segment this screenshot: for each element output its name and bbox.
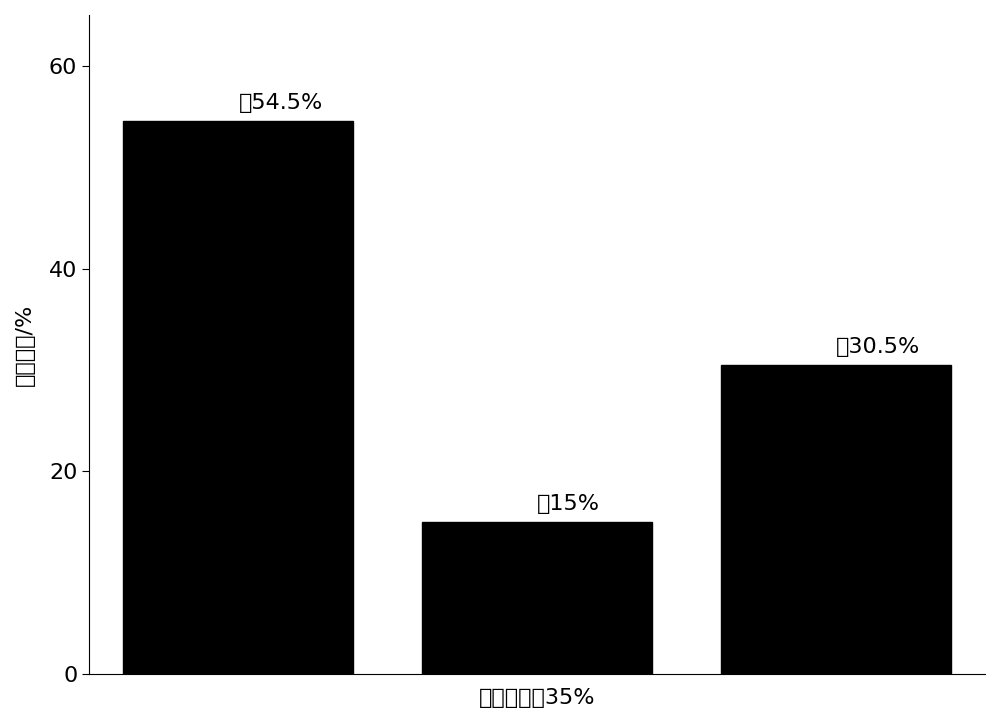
Text: 油54.5%: 油54.5% xyxy=(238,93,323,114)
Y-axis label: 产物分布/%: 产物分布/% xyxy=(15,304,35,385)
X-axis label: 催化剂含量35%: 催化剂含量35% xyxy=(479,688,595,708)
Text: 固30.5%: 固30.5% xyxy=(836,337,920,356)
Bar xyxy=(123,121,353,674)
Bar xyxy=(721,365,951,674)
Text: 气15%: 气15% xyxy=(537,494,600,514)
Bar xyxy=(422,522,652,674)
